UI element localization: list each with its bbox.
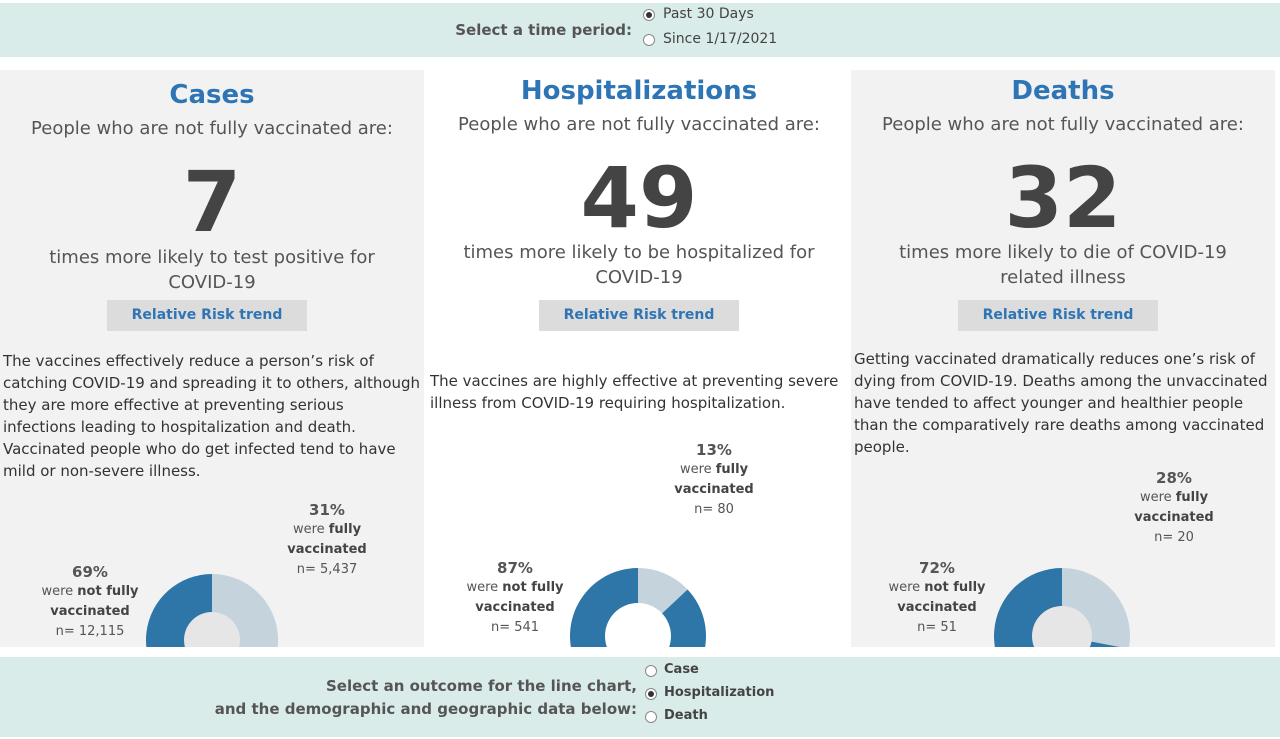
caption-bold: not fully vaccinated xyxy=(50,584,139,619)
donut-hole xyxy=(605,603,671,647)
donut-label: 69% were not fully vaccinated n= 12,115 xyxy=(25,562,155,642)
n-label: n= 5,437 xyxy=(296,562,358,577)
panel: Deaths People who are not fully vaccinate… xyxy=(851,70,1275,647)
outcome-radio[interactable] xyxy=(645,711,657,723)
risk-multiplier: 49 xyxy=(580,149,698,247)
percent-label: 87% xyxy=(497,559,533,577)
percent-label: 72% xyxy=(919,559,955,577)
percent-label: 31% xyxy=(309,501,345,519)
donut-chart xyxy=(994,568,1130,647)
time-period-label: Select a time period: xyxy=(455,21,632,39)
outcome-text: times more likely to be hospitalized for… xyxy=(463,242,815,288)
n-label: n= 51 xyxy=(917,620,957,635)
n-label: n= 12,115 xyxy=(55,624,125,639)
caption-bold: not fully vaccinated xyxy=(897,580,986,615)
time-period-option[interactable]: Past 30 Days xyxy=(663,6,754,22)
caption-bold: fully vaccinated xyxy=(287,522,367,557)
n-label: n= 20 xyxy=(1154,530,1194,545)
panel-intro: People who are not fully vaccinated are: xyxy=(31,118,393,139)
outcome-label: Select an outcome for the line chart, xyxy=(326,677,637,695)
risk-multiplier: 32 xyxy=(1004,149,1122,247)
outcome-option[interactable]: Death xyxy=(664,708,708,723)
description: The vaccines effectively reduce a person… xyxy=(3,352,421,480)
donut-label: 31% were fully vaccinated n= 5,437 xyxy=(262,500,392,580)
time-period-radio[interactable] xyxy=(643,34,655,46)
time-period-radio[interactable] xyxy=(643,9,655,21)
relative-risk-button[interactable]: Relative Risk trend xyxy=(958,300,1158,331)
description: Getting vaccinated dramatically reduces … xyxy=(854,350,1268,456)
donut-chart xyxy=(570,568,706,647)
caption: were fully vaccinated xyxy=(649,460,779,500)
outcome-option[interactable]: Case xyxy=(664,662,699,677)
donut-label: 72% were not fully vaccinated n= 51 xyxy=(872,558,1002,638)
description: The vaccines are highly effective at pre… xyxy=(430,372,839,412)
caption-lead: were xyxy=(466,580,499,595)
outcome-label: and the demographic and geographic data … xyxy=(214,700,637,718)
outcome-text: times more likely to die of COVID-19 rel… xyxy=(899,242,1227,288)
donut-hole xyxy=(184,612,240,647)
panel-intro: People who are not fully vaccinated are: xyxy=(458,114,820,135)
outcome-radio[interactable] xyxy=(645,688,657,700)
panel: Cases People who are not fully vaccinated… xyxy=(0,70,424,647)
n-label: n= 80 xyxy=(694,502,734,517)
caption: were not fully vaccinated xyxy=(25,582,155,622)
panel-title: Deaths xyxy=(1011,76,1115,106)
panel-title: Hospitalizations xyxy=(520,76,758,106)
relative-risk-button[interactable]: Relative Risk trend xyxy=(107,300,307,331)
panel-title: Cases xyxy=(169,80,255,110)
outcome-band xyxy=(0,657,1280,737)
panel-intro: People who are not fully vaccinated are: xyxy=(882,114,1244,135)
donut-hole xyxy=(1032,606,1092,647)
time-period-option[interactable]: Since 1/17/2021 xyxy=(663,31,778,47)
caption-bold: not fully vaccinated xyxy=(475,580,564,615)
relative-risk-button[interactable]: Relative Risk trend xyxy=(539,300,739,331)
caption-bold: fully vaccinated xyxy=(674,462,754,497)
outcome-option[interactable]: Hospitalization xyxy=(664,685,775,700)
caption-lead: were xyxy=(679,462,712,477)
caption-lead: were xyxy=(888,580,921,595)
percent-label: 13% xyxy=(696,441,732,459)
caption-lead: were xyxy=(1139,490,1172,505)
donut-chart xyxy=(146,574,278,647)
outcome-radio[interactable] xyxy=(645,665,657,677)
donut-label: 13% were fully vaccinated n= 80 xyxy=(649,440,779,520)
percent-label: 28% xyxy=(1156,469,1192,487)
panel: Hospitalizations People who are not fully… xyxy=(427,70,851,647)
donut-label: 87% were not fully vaccinated n= 541 xyxy=(450,558,580,638)
outcome-text: times more likely to test positive for C… xyxy=(49,247,375,293)
donut-label: 28% were fully vaccinated n= 20 xyxy=(1109,468,1239,548)
n-label: n= 541 xyxy=(490,620,540,635)
caption-bold: fully vaccinated xyxy=(1134,490,1214,525)
caption: were not fully vaccinated xyxy=(872,578,1002,618)
caption: were fully vaccinated xyxy=(262,520,392,560)
caption-lead: were xyxy=(41,584,74,599)
caption-lead: were xyxy=(292,522,325,537)
time-period-band xyxy=(0,3,1280,57)
caption: were not fully vaccinated xyxy=(450,578,580,618)
caption: were fully vaccinated xyxy=(1109,488,1239,528)
percent-label: 69% xyxy=(72,563,108,581)
risk-multiplier: 7 xyxy=(182,153,242,251)
